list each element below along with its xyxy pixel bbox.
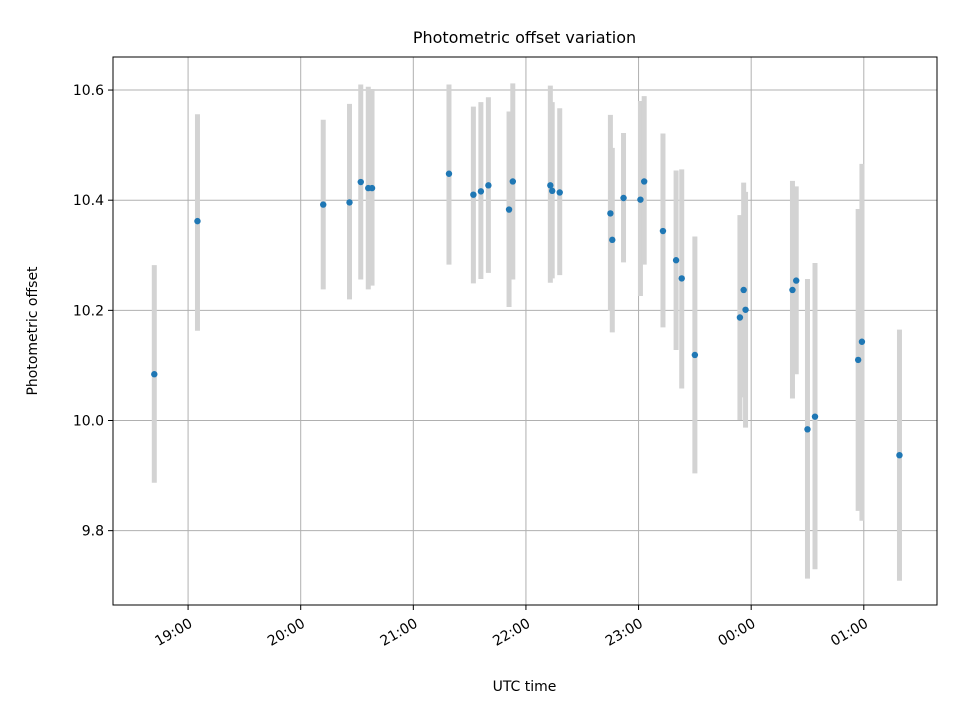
data-point (736, 314, 744, 321)
data-point (858, 338, 866, 345)
y-tick-label: 10.0 (73, 413, 104, 429)
data-point (485, 182, 492, 189)
data-point (505, 206, 513, 213)
data-point (477, 188, 485, 195)
data-point (804, 426, 811, 433)
data-point (609, 236, 616, 244)
data-point (672, 257, 680, 264)
data-point (640, 178, 648, 185)
data-point (789, 286, 796, 294)
data-point (320, 201, 327, 208)
chart-title: Photometric offset variation (413, 28, 636, 47)
grid (113, 57, 937, 605)
plot-frame (112, 56, 938, 606)
data-point (151, 371, 158, 378)
data-point (637, 196, 644, 203)
y-tick-label: 10.6 (73, 83, 104, 99)
y-tick-label: 10.4 (73, 193, 104, 209)
y-tick-label: 10.2 (73, 303, 104, 319)
x-axis-label: UTC time (493, 679, 557, 695)
data-point (678, 275, 685, 282)
data-point (793, 277, 800, 284)
data-point (549, 187, 556, 195)
data-point (470, 191, 477, 198)
data-point (811, 413, 819, 420)
data-point (740, 286, 747, 294)
y-axis-label: Photometric offset (25, 266, 41, 396)
data-point (659, 227, 667, 235)
data-point (445, 170, 453, 177)
data-point (607, 210, 614, 217)
data-point (547, 182, 554, 189)
data-point (346, 199, 353, 206)
data-point (509, 178, 516, 185)
data-point (896, 451, 903, 459)
data-point (620, 194, 627, 202)
y-tick-label: 9.8 (82, 524, 104, 540)
markers (151, 170, 903, 459)
data-point (854, 356, 862, 364)
data-point (357, 178, 364, 186)
data-point (691, 351, 699, 359)
data-point (368, 184, 376, 192)
y-axis-ticks: 9.8 10.0 10.2 10.4 10.6 (73, 83, 113, 540)
data-point (556, 189, 563, 196)
data-point (742, 306, 749, 313)
data-point (194, 217, 201, 225)
